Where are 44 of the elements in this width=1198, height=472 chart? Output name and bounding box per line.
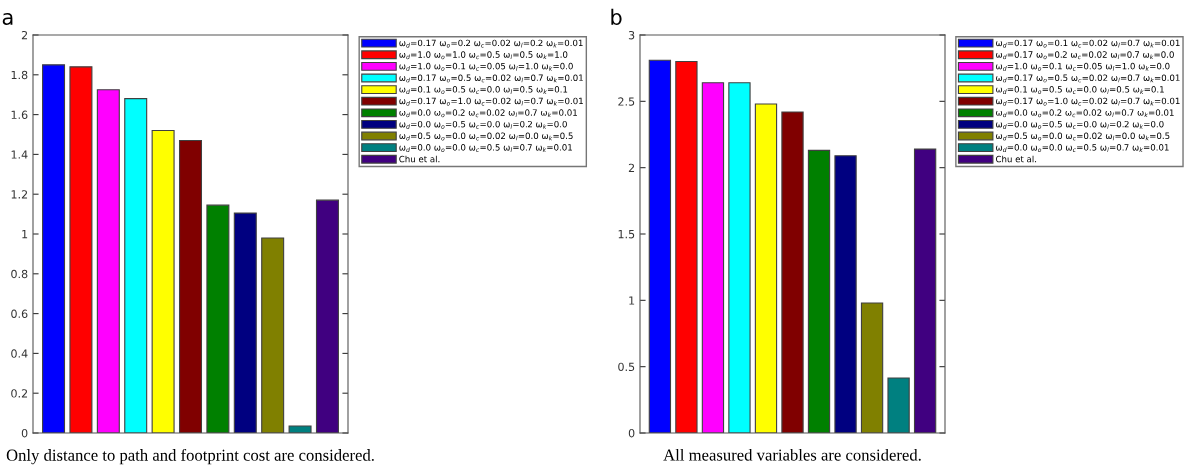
text: ω$_{d}$=0.17 ω$_{o}$=1.0 ω$_{c}$=0.02 ω$_{l}$=0.7 ω$_{k}$=0.01 <box>399 97 583 106</box>
text: ω$_{d}$=0.17 ω$_{o}$=0.1 ω$_{c}$=0.02 ω$_{l}$=0.7 ω$_{k}$=0.01 <box>996 39 1180 48</box>
text: ω$_{d}$=0.0 ω$_{o}$=0.5 ω$_{c}$=0.0 ω$_{l}$=0.2 ω$_{k}$=0.0 <box>399 120 567 129</box>
y-tick-label: 0.5 <box>618 362 635 372</box>
y-tick-label: 2 <box>21 30 28 40</box>
text: ω$_{d}$=0.0 ω$_{o}$=0.5 ω$_{c}$=0.0 ω$_{l}$=0.2 ω$_{k}$=0.0 <box>996 120 1164 129</box>
y-tick-label: 0.8 <box>11 269 28 279</box>
text: ω$_{d}$=0.0 ω$_{o}$=0.0 ω$_{c}$=0.5 ω$_{l}$=0.7 ω$_{k}$=0.01 <box>996 144 1169 153</box>
y-tick-label: 0.6 <box>11 309 28 318</box>
text: ω$_{d}$=0.0 ω$_{o}$=0.2 ω$_{c}$=0.02 ω$_{l}$=0.7 ω$_{k}$=0.01 <box>399 109 577 118</box>
y-tick-label: 1 <box>629 296 635 305</box>
y-tick-label: 3 <box>628 30 635 40</box>
text: ω$_{d}$=1.0 ω$_{o}$=0.1 ω$_{c}$=0.05 ω$_{l}$=1.0 ω$_{k}$=0.0 <box>399 62 573 71</box>
text: ω$_{d}$=0.17 ω$_{o}$=0.2 ω$_{c}$=0.02 ω$_{l}$=0.7 ω$_{k}$=0.0 <box>996 51 1174 60</box>
text: ω$_{d}$=0.0 ω$_{o}$=0.2 ω$_{c}$=0.02 ω$_{l}$=0.7 ω$_{k}$=0.01 <box>996 109 1174 118</box>
y-tick-label: 0 <box>21 428 28 438</box>
text: ω$_{d}$=0.17 ω$_{o}$=0.2 ω$_{c}$=0.02 ω$_{l}$=0.2 ω$_{k}$=0.01 <box>399 39 583 48</box>
y-tick-label: 0 <box>628 428 635 438</box>
text: ω$_{d}$=0.1 ω$_{o}$=0.5 ω$_{c}$=0.0 ω$_{l}$=0.5 ω$_{k}$=0.1 <box>996 86 1164 94</box>
text: ω$_{d}$=0.1 ω$_{o}$=0.5 ω$_{c}$=0.0 ω$_{l}$=0.5 ω$_{k}$=0.1 <box>399 86 568 94</box>
y-tick-label: 1.4 <box>11 150 28 159</box>
legend-label: Chu et al. <box>399 155 440 163</box>
text: Only distance to path and footprint cost are considered. <box>6 448 374 465</box>
y-tick-label: 0.2 <box>11 389 28 398</box>
text: ω$_{d}$=1.0 ω$_{o}$=1.0 ω$_{c}$=0.5 ω$_{l}$=0.5 ω$_{k}$=1.0 <box>399 51 568 60</box>
text: ω$_{d}$=0.17 ω$_{o}$=1.0 ω$_{c}$=0.02 ω$_{l}$=0.7 ω$_{k}$=0.01 <box>996 97 1180 106</box>
text: ω$_{d}$=0.17 ω$_{o}$=0.5 ω$_{c}$=0.02 ω$_{l}$=0.7 ω$_{k}$=0.01 <box>996 74 1180 83</box>
y-tick-label: 1.2 <box>11 190 28 199</box>
y-tick-label: 1.8 <box>11 70 28 80</box>
legend-label: Chu et al. <box>995 155 1037 163</box>
text: ω$_{d}$=0.0 ω$_{o}$=0.0 ω$_{c}$=0.5 ω$_{l}$=0.7 ω$_{k}$=0.01 <box>399 144 572 153</box>
text: ω$_{d}$=0.5 ω$_{o}$=0.0 ω$_{c}$=0.02 ω$_{l}$=0.0 ω$_{k}$=0.5 <box>996 132 1170 141</box>
text: ω$_{d}$=1.0 ω$_{o}$=0.1 ω$_{c}$=0.05 ω$_{l}$=1.0 ω$_{k}$=0.0 <box>996 62 1170 71</box>
text: ω$_{d}$=0.5 ω$_{o}$=0.0 ω$_{c}$=0.02 ω$_{l}$=0.0 ω$_{k}$=0.5 <box>399 132 573 141</box>
y-tick-label: 1 <box>22 230 28 239</box>
y-tick-label: 2 <box>628 163 635 172</box>
text: ω$_{d}$=0.17 ω$_{o}$=0.5 ω$_{c}$=0.02 ω$_{l}$=0.7 ω$_{k}$=0.01 <box>399 74 583 83</box>
chart-title: a <box>2 13 13 25</box>
chart-title: b <box>611 8 622 25</box>
text: All measured variables are considered. <box>663 448 921 461</box>
y-tick-label: 1.6 <box>11 110 28 119</box>
y-tick-label: 1.5 <box>618 230 635 239</box>
y-tick-label: 2.5 <box>618 97 635 106</box>
y-tick-label: 0.4 <box>11 349 28 358</box>
